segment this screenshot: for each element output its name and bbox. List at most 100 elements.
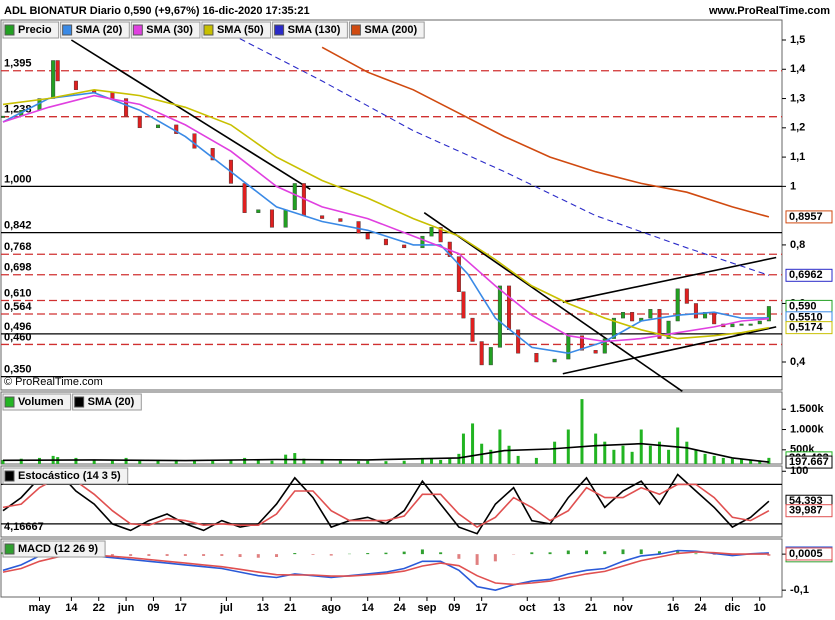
- y-tick-label: 1,1: [790, 151, 805, 163]
- candle: [365, 233, 370, 240]
- bar: [553, 441, 557, 464]
- bar: [621, 445, 625, 464]
- last-value-label: 39,987: [789, 505, 823, 517]
- legend-label: SMA (200): [364, 24, 417, 36]
- last-value-label: 0,6962: [789, 269, 823, 281]
- bar: [730, 458, 734, 464]
- site: www.ProRealTime.com: [708, 5, 830, 17]
- legend-swatch: [4, 543, 15, 555]
- candle: [566, 335, 571, 360]
- series-line: [2, 91, 769, 355]
- level-label: 0,564: [4, 301, 32, 313]
- bar: [712, 455, 716, 464]
- candle: [621, 312, 626, 319]
- x-tick-label: 21: [284, 602, 296, 614]
- bar: [457, 453, 461, 464]
- legend-cell: [72, 393, 142, 411]
- last-value-box: [785, 547, 833, 561]
- series-line: [2, 442, 769, 463]
- y-tick-label: 1,4: [790, 63, 806, 75]
- candle: [630, 312, 635, 322]
- bar: [74, 457, 78, 464]
- bar: [489, 449, 493, 464]
- bar: [457, 554, 461, 559]
- candle: [269, 209, 274, 228]
- level-label: 1,238: [4, 104, 32, 116]
- bar: [580, 399, 584, 464]
- y-tick-label: -0,1: [790, 584, 809, 596]
- legend-swatch: [132, 24, 143, 36]
- bar: [657, 551, 661, 555]
- bar: [566, 429, 570, 464]
- candle: [174, 124, 179, 134]
- bar: [621, 549, 625, 555]
- bar: [630, 451, 634, 464]
- candle: [192, 133, 197, 149]
- bar: [594, 433, 598, 464]
- x-tick-label: 14: [65, 602, 78, 614]
- y-tick-label: 1,2: [790, 122, 805, 134]
- x-tick-label: dic: [724, 602, 740, 614]
- candle: [456, 256, 461, 292]
- bar: [685, 441, 689, 464]
- candle: [420, 235, 425, 249]
- bar: [758, 460, 762, 464]
- level-label: 0,350: [4, 364, 32, 376]
- candle: [766, 306, 771, 322]
- candle: [497, 285, 502, 348]
- chart-title: ADL BIONATUR Diario 0,590 (+9,67%) 16-di…: [4, 5, 310, 17]
- x-tick-label: 09: [147, 602, 159, 614]
- bar: [703, 453, 707, 464]
- bar: [329, 554, 333, 556]
- last-value-label: 0,5174: [789, 322, 824, 334]
- bar: [338, 460, 342, 464]
- legend-label: SMA (30): [146, 24, 193, 36]
- candle: [429, 227, 434, 237]
- series-line: [2, 94, 769, 343]
- bar: [302, 458, 306, 464]
- x-tick-label: ago: [321, 602, 341, 614]
- bar: [229, 459, 233, 464]
- bar: [639, 549, 643, 555]
- y-tick-label: 1.000k: [790, 423, 825, 435]
- bar: [1, 459, 5, 464]
- series-line: [2, 551, 769, 586]
- x-tick-label: 21: [585, 602, 597, 614]
- trend-line: [423, 212, 683, 392]
- x-tick-label: 10: [754, 602, 766, 614]
- legend-label: Volumen: [18, 396, 64, 408]
- last-value-label: 0,8957: [789, 211, 823, 223]
- legend-cell: [2, 393, 72, 411]
- bar: [471, 423, 475, 464]
- candle: [507, 285, 512, 331]
- legend-swatch: [274, 24, 285, 36]
- legend-cell: [60, 21, 130, 39]
- bar: [530, 552, 534, 555]
- bar: [174, 459, 178, 464]
- bar: [475, 554, 479, 565]
- x-tick-label: oct: [519, 602, 536, 614]
- bar: [767, 554, 771, 556]
- last-value-box: [785, 321, 833, 335]
- candle: [210, 148, 215, 161]
- series-line: [321, 46, 770, 218]
- bar: [767, 457, 771, 464]
- bar: [124, 457, 128, 464]
- candle: [242, 183, 247, 213]
- bar: [603, 441, 607, 464]
- bar: [439, 459, 443, 464]
- bar: [548, 552, 552, 555]
- y-tick-label: 1,3: [790, 92, 805, 104]
- candle: [712, 312, 717, 325]
- candle: [283, 209, 288, 228]
- x-tick-label: jul: [219, 602, 233, 614]
- candle: [338, 218, 343, 222]
- bar: [721, 457, 725, 464]
- x-tick-label: may: [28, 602, 51, 614]
- bar: [270, 460, 274, 464]
- candle: [757, 320, 762, 325]
- legend-swatch: [4, 470, 15, 482]
- y-tick-label: 0,8: [790, 239, 805, 251]
- bar: [275, 554, 279, 558]
- bar: [129, 554, 133, 556]
